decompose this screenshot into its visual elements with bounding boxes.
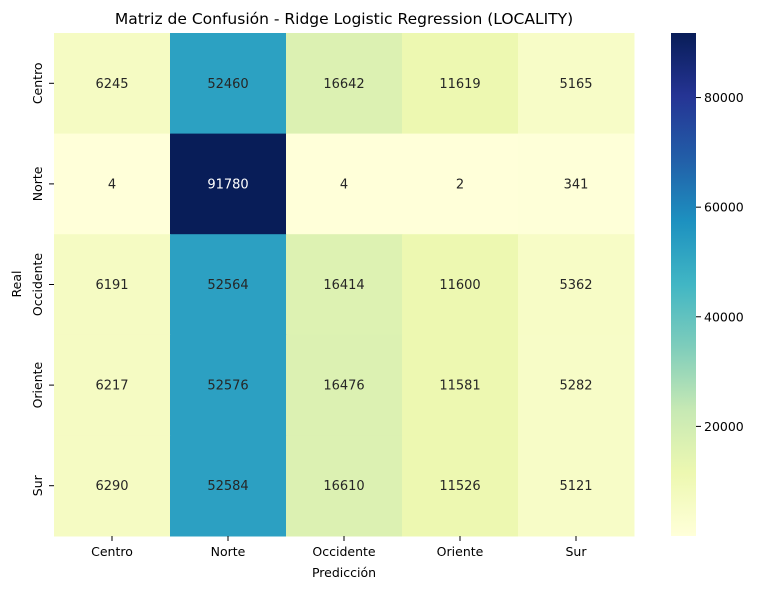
cell-value-label: 52564 — [207, 278, 248, 293]
cell-value-label: 11581 — [439, 379, 480, 394]
colorbar-tick-label: 80000 — [704, 90, 744, 105]
heatmap-cell — [518, 435, 635, 537]
cell-value-label: 52584 — [207, 479, 248, 494]
colorbar-tick-label: 20000 — [704, 419, 744, 434]
x-tick-label: Oriente — [437, 544, 484, 559]
heatmap-grid: 6245 52460 16642 11619 5165 4 91780 4 2 341 6191 52… — [54, 33, 635, 537]
heatmap-cell — [518, 334, 635, 436]
y-tick-label: Sur — [30, 474, 45, 496]
cell-value-label: 16414 — [323, 278, 364, 293]
heatmap-cell — [54, 334, 171, 436]
heatmap-cell — [170, 334, 287, 436]
cell-value-label: 52460 — [207, 77, 248, 92]
x-axis: Centro Norte Occidente Oriente Sur — [91, 536, 587, 559]
cell-value-label: 4 — [340, 177, 348, 192]
y-tick-label: Norte — [30, 166, 45, 201]
heatmap-cell — [286, 33, 403, 135]
heatmap-cell — [402, 435, 519, 537]
heatmap-cell — [286, 435, 403, 537]
heatmap-cell — [170, 133, 287, 235]
cell-value-label: 5121 — [559, 479, 592, 494]
heatmap-cell — [54, 33, 171, 135]
cell-value-label: 6191 — [95, 278, 128, 293]
x-axis-label: Predicción — [312, 565, 376, 580]
heatmap-cell — [170, 435, 287, 537]
cell-value-label: 6245 — [95, 77, 128, 92]
heatmap-cell — [54, 133, 171, 235]
colorbar-tick-label: 60000 — [704, 200, 744, 215]
heatmap-cell — [54, 435, 171, 537]
y-tick-label: Occidente — [30, 253, 45, 317]
y-tick-label: Oriente — [30, 361, 45, 408]
heatmap-cell — [402, 234, 519, 336]
heatmap-cell — [518, 133, 635, 235]
cell-value-label: 5282 — [559, 379, 592, 394]
cell-value-label: 11526 — [439, 479, 480, 494]
heatmap-cell — [402, 33, 519, 135]
heatmap-cell — [170, 234, 287, 336]
cell-value-label: 11600 — [439, 278, 480, 293]
heatmap-cell — [286, 234, 403, 336]
cell-value-label: 16610 — [323, 479, 364, 494]
heatmap-cell — [286, 133, 403, 235]
cell-value-label: 52576 — [207, 379, 248, 394]
chart-title: Matriz de Confusión - Ridge Logistic Reg… — [115, 10, 573, 28]
cell-value-label: 6290 — [95, 479, 128, 494]
x-tick-label: Sur — [566, 544, 588, 559]
cell-value-label: 5165 — [559, 77, 592, 92]
cell-value-label: 2 — [456, 177, 464, 192]
cell-value-label: 91780 — [207, 177, 248, 192]
cell-value-label: 16642 — [323, 77, 364, 92]
cell-value-label: 4 — [108, 177, 116, 192]
heatmap-cell — [518, 234, 635, 336]
x-tick-label: Occidente — [312, 544, 376, 559]
y-axis: Centro Norte Occidente Oriente Sur — [30, 62, 54, 496]
cell-value-label: 5362 — [559, 278, 592, 293]
cell-value-label: 341 — [564, 177, 589, 192]
colorbar-tick-label: 40000 — [704, 309, 744, 324]
colorbar — [671, 33, 696, 536]
heatmap-cell — [402, 334, 519, 436]
heatmap-cell — [286, 334, 403, 436]
x-tick-label: Centro — [91, 544, 133, 559]
cell-value-label: 11619 — [439, 77, 480, 92]
heatmap-cell — [170, 33, 287, 135]
heatmap-cell — [54, 234, 171, 336]
cell-value-label: 6217 — [95, 379, 128, 394]
y-axis-label: Real — [9, 271, 24, 298]
x-tick-label: Norte — [211, 544, 246, 559]
cell-value-label: 16476 — [323, 379, 364, 394]
heatmap-cell — [518, 33, 635, 135]
y-tick-label: Centro — [30, 62, 45, 104]
colorbar-axis: 20000 40000 60000 80000 — [696, 90, 744, 434]
heatmap-cell — [402, 133, 519, 235]
